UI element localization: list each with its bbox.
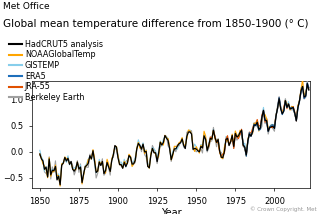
X-axis label: Year: Year xyxy=(161,208,181,214)
Legend: HadCRUT5 analysis, NOAAGlobalTemp, GISTEMP, ERA5, JRA-55, Berkeley Earth: HadCRUT5 analysis, NOAAGlobalTemp, GISTE… xyxy=(7,38,105,104)
Text: Global mean temperature difference from 1850-1900 (° C): Global mean temperature difference from … xyxy=(3,19,309,29)
Text: © Crown Copyright. Met: © Crown Copyright. Met xyxy=(250,206,317,212)
Text: Met Office: Met Office xyxy=(3,2,50,11)
